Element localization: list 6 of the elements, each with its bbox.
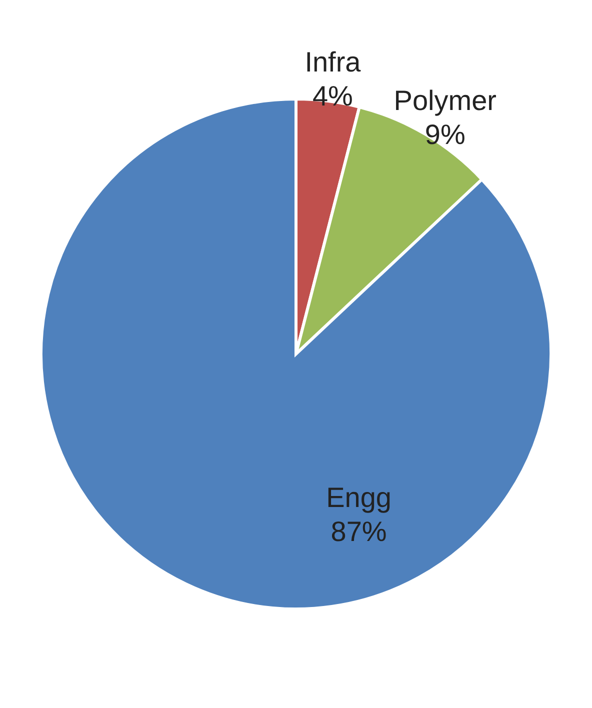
slice-label: Infra (304, 46, 362, 78)
slice-label: Engg (326, 482, 392, 514)
data-label: 9% (424, 118, 466, 150)
data-label: 87% (330, 516, 387, 548)
slice-label: Polymer (394, 84, 496, 116)
data-label: 4% (312, 80, 353, 112)
